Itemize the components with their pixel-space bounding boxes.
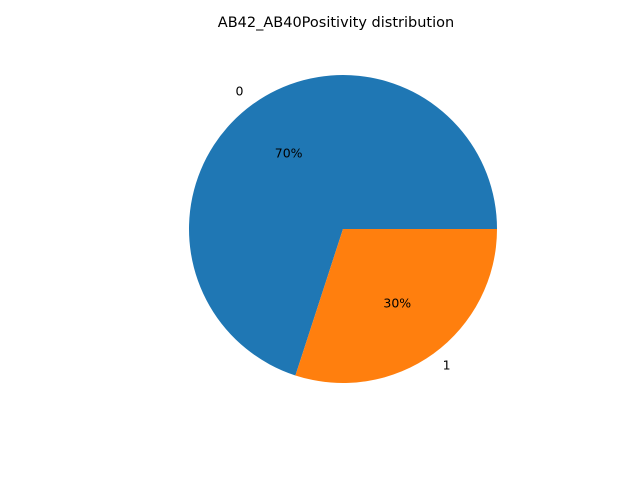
pie-slice-1 — [295, 229, 497, 384]
pie-labels: 0 70% 1 30% — [235, 83, 450, 372]
pie-slices — [189, 75, 497, 384]
percent-label-0: 70% — [275, 146, 303, 161]
chart-title: AB42_AB40Positivity distribution — [218, 15, 454, 31]
percent-label-1: 30% — [383, 295, 411, 310]
slice-label-1: 1 — [443, 358, 451, 373]
pie-slice-0 — [189, 75, 497, 376]
slice-label-0: 0 — [235, 83, 243, 98]
